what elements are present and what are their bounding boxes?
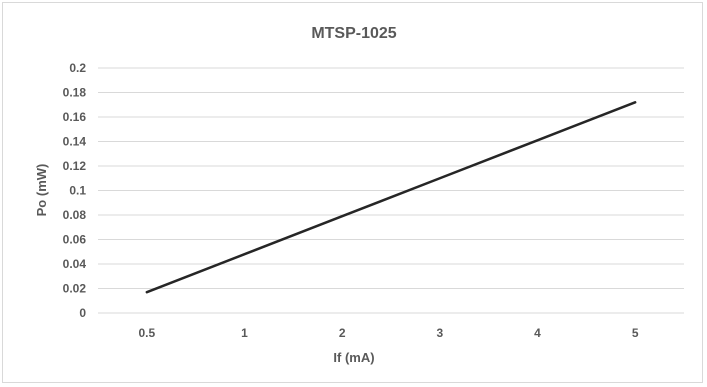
- y-axis-ticks: 0 0.02 0.04 0.06 0.08 0.1 0.12 0.14 0.16 0.18 0.2: [63, 61, 87, 320]
- y-tick-label: 0.2: [69, 61, 86, 75]
- chart-frame: [2, 2, 703, 383]
- y-tick-label: 0.14: [63, 135, 87, 149]
- x-tick-label: 1: [241, 326, 248, 340]
- x-tick-label: 0.5: [138, 326, 155, 340]
- y-tick-label: 0.16: [63, 110, 87, 124]
- y-tick-label: 0.04: [63, 257, 87, 271]
- x-tick-label: 2: [339, 326, 346, 340]
- x-axis-ticks: 0.5 1 2 3 4 5: [138, 326, 638, 340]
- series-line: [145, 101, 637, 294]
- y-tick-label: 0.08: [63, 208, 87, 222]
- y-tick-label: 0.06: [63, 233, 87, 247]
- y-tick-label: 0.12: [63, 159, 87, 173]
- y-tick-label: 0.1: [69, 184, 86, 198]
- y-tick-label: 0.02: [63, 282, 87, 296]
- x-tick-label: 3: [436, 326, 443, 340]
- gridlines: [98, 67, 684, 314]
- chart-title: MTSP-1025: [311, 25, 396, 42]
- x-tick-label: 5: [632, 326, 639, 340]
- x-tick-label: 4: [534, 326, 541, 340]
- series-layer: [145, 101, 637, 294]
- y-tick-label: 0.18: [63, 86, 87, 100]
- x-axis-label: If (mA): [333, 350, 374, 365]
- y-axis-label: Po (mW): [34, 164, 49, 217]
- y-tick-label: 0: [79, 306, 86, 320]
